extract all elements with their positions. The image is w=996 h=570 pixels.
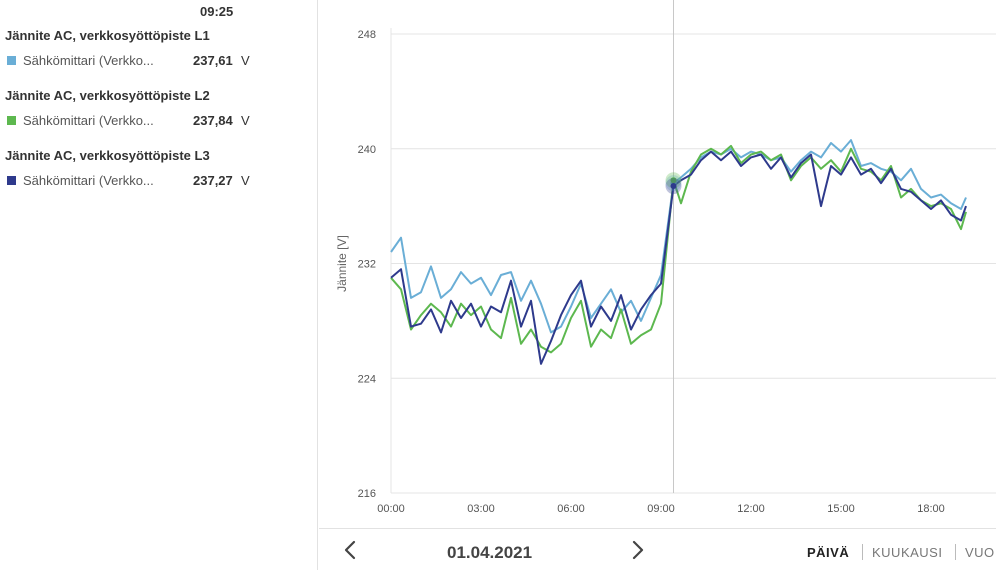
date-label[interactable]: 01.04.2021 [447,543,533,562]
legend-meter-name: Sähkömittari (Verkko... [23,113,154,128]
legend-swatch-l2 [7,116,16,125]
legend-unit: V [241,173,250,188]
x-axis-ticks: 00:00 03:00 06:00 09:00 12:00 15:00 18:00 [377,503,945,515]
series-lines [390,139,967,365]
legend-panel: 09:25 Jännite AC, verkkosyöttöpiste L1 S… [0,0,318,570]
x-tick-label: 09:00 [647,503,675,515]
chevron-right-icon[interactable] [627,539,647,561]
y-tick-label: 248 [358,29,376,41]
cursor-marker-l3 [670,183,677,190]
legend-swatch-l1 [7,56,16,65]
series-line-l3 [390,150,967,365]
chart-svg[interactable]: 216 224 232 240 248 00:00 03:00 06:00 09:00 12:0… [319,0,996,528]
tab-year[interactable]: VUO [965,545,995,560]
legend-value: 237,61 [193,53,233,68]
y-tick-label: 216 [358,488,376,500]
date-navigation-bar: 01.04.2021 PÄIVÄ KUUKAUSI VUO [319,528,996,570]
x-tick-label: 18:00 [917,503,945,515]
series-line-l1 [390,139,967,334]
chevron-left-icon[interactable] [341,539,361,561]
legend-value: 237,84 [193,113,233,128]
voltage-chart[interactable]: 216 224 232 240 248 00:00 03:00 06:00 09:00 12:0… [319,0,996,528]
y-tick-label: 224 [358,373,376,385]
legend-meter-name: Sähkömittari (Verkko... [23,53,154,68]
tab-month[interactable]: KUUKAUSI [872,545,943,560]
legend-unit: V [241,113,250,128]
tab-divider [862,544,863,560]
y-tick-label: 232 [358,259,376,271]
cursor-markers [665,172,682,195]
tab-day[interactable]: PÄIVÄ [807,545,850,560]
legend-swatch-l3 [7,176,16,185]
cursor-marker-l2 [670,177,677,184]
legend-group-title-l1: Jännite AC, verkkosyöttöpiste L1 [5,28,210,43]
x-tick-label: 15:00 [827,503,855,515]
legend-unit: V [241,53,250,68]
x-tick-label: 00:00 [377,503,405,515]
grid-lines [390,28,996,494]
tab-divider [955,544,956,560]
y-axis-ticks: 216 224 232 240 248 [358,29,376,500]
y-axis-title: Jännite [V] [335,235,349,292]
x-tick-label: 03:00 [467,503,495,515]
legend-meter-name: Sähkömittari (Verkko... [23,173,154,188]
x-tick-label: 12:00 [737,503,765,515]
legend-value: 237,27 [193,173,233,188]
legend-group-title-l2: Jännite AC, verkkosyöttöpiste L2 [5,88,210,103]
y-tick-label: 240 [358,144,376,156]
x-tick-label: 06:00 [557,503,585,515]
legend-group-title-l3: Jännite AC, verkkosyöttöpiste L3 [5,148,210,163]
cursor-time-label: 09:25 [200,4,234,19]
